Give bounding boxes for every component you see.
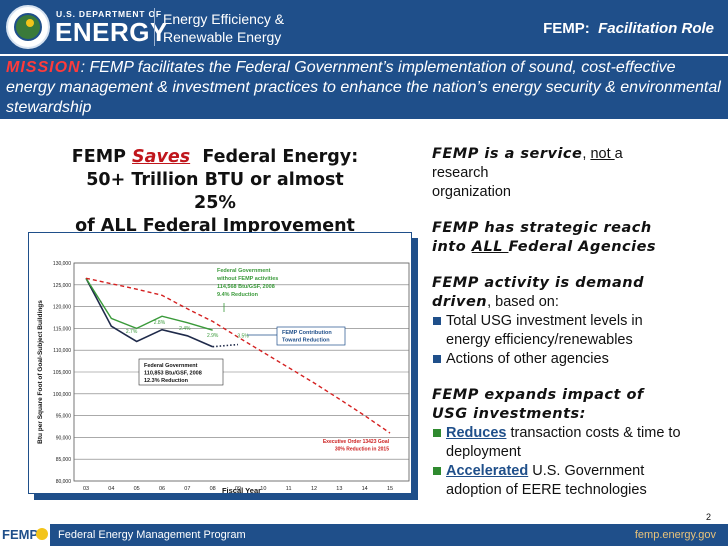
mission-text: : FEMP facilitates the Federal Governmen… xyxy=(6,59,721,116)
bullet-square-icon xyxy=(433,355,441,363)
annotation-without-femp: 9.4% Reduction xyxy=(217,292,259,298)
annotation-with-femp: 110,853 Btu/GSF, 2008 xyxy=(144,371,202,377)
y-tick-label: 125,000 xyxy=(53,283,71,289)
x-tick-label: 03 xyxy=(83,486,89,492)
energy-chart: 80,000 85,000 90,000 95,000 100,000 105,000 11… xyxy=(28,232,412,495)
y-axis-label: Btu per Square Foot of Goal-Subject Buil… xyxy=(37,300,44,444)
annotation-box-with-femp xyxy=(138,358,224,386)
series-line-0 xyxy=(85,277,213,348)
energy-chart-svg: 80,000 85,000 90,000 95,000 100,000 105,000 11… xyxy=(37,261,410,495)
x-tick-label: 11 xyxy=(286,486,292,492)
femp-logo-icon: FEMP xyxy=(0,524,50,546)
annotation-without-femp: Federal Government xyxy=(217,268,271,274)
dept-label: U.S. DEPARTMENT OF xyxy=(56,9,162,19)
annotation-contribution: Toward Reduction xyxy=(282,338,330,344)
key-points: FEMP is a service, not a research organi… xyxy=(432,145,724,500)
y-tick-label: 105,000 xyxy=(53,370,71,376)
mission-label: MISSION xyxy=(6,59,81,76)
reach-point: FEMP has strategic reach into ALL Federa… xyxy=(432,220,657,255)
slide-header: U.S. DEPARTMENT OF ENERGY Energy Efficie… xyxy=(0,0,728,54)
expands-point: FEMP expands impact of USG investments: … xyxy=(432,386,724,500)
y-tick-label: 130,000 xyxy=(53,261,71,267)
footer-url[interactable]: femp.energy.gov xyxy=(634,529,716,541)
y-tick-label: 115,000 xyxy=(53,326,71,332)
x-tick-label: 09 xyxy=(235,486,241,492)
annotation-box-contribution xyxy=(276,326,346,346)
x-tick-label: 04 xyxy=(108,486,114,492)
y-tick-label: 120,000 xyxy=(53,305,71,311)
slide-footer: FEMP Federal Energy Management Program f… xyxy=(0,524,728,546)
bullet-square-icon xyxy=(433,429,441,437)
service-point: FEMP is a service, not a research organi… xyxy=(432,146,623,200)
x-tick-label: 15 xyxy=(387,486,393,492)
series-line-3 xyxy=(212,343,239,348)
y-tick-label: 85,000 xyxy=(56,457,72,463)
annotation-with-femp: Federal Government xyxy=(144,363,198,369)
pct-label: 3.5% xyxy=(237,334,249,340)
annotation-with-femp: 12.3% Reduction xyxy=(144,378,189,384)
savings-headline: FEMP Saves Federal Energy: 50+ Trillion … xyxy=(71,147,359,236)
doe-seal-icon xyxy=(6,5,50,49)
series-line-2 xyxy=(85,277,391,434)
x-tick-label: 14 xyxy=(362,486,368,492)
slide-title: FEMP: Facilitation Role xyxy=(543,20,714,37)
demand-point: FEMP activity is demand driven, based on… xyxy=(432,274,724,369)
x-tick-label: 05 xyxy=(134,486,140,492)
pct-label: 2.7% xyxy=(126,329,138,335)
y-tick-label: 80,000 xyxy=(56,479,72,485)
y-tick-label: 95,000 xyxy=(56,414,72,420)
x-tick-label: 07 xyxy=(184,486,190,492)
x-axis-label: Fiscal Year xyxy=(222,486,261,495)
x-tick-label: 08 xyxy=(210,486,216,492)
pct-label: 2.9% xyxy=(207,333,219,339)
x-tick-label: 13 xyxy=(336,486,342,492)
pct-label: 2.4% xyxy=(179,326,191,332)
saves-word: Saves xyxy=(132,147,191,167)
annotation-goal: Executive Order 13423 Goal xyxy=(323,439,390,445)
x-tick-label: 06 xyxy=(159,486,165,492)
bullet-reduces: Reduces transaction costs & time to xyxy=(432,424,724,443)
y-tick-label: 100,000 xyxy=(53,392,71,398)
bullet-other-agencies: Actions of other agencies xyxy=(432,350,724,369)
eere-line-2: Renewable Energy xyxy=(163,29,282,45)
annotation-contribution: FEMP Contribution xyxy=(282,330,332,336)
annotation-without-femp: 114,568 Btu/GSF, 2008 xyxy=(217,284,275,290)
series-line-1 xyxy=(85,277,213,331)
annotation-goal: 30% Reduction in 2015 xyxy=(335,447,389,453)
eere-line-1: Energy Efficiency & xyxy=(163,11,285,27)
bullet-square-icon xyxy=(433,317,441,325)
bullet-accelerated: Accelerated U.S. Government xyxy=(432,462,724,481)
pct-label: 2.8% xyxy=(154,320,166,326)
mission-banner: MISSION: FEMP facilitates the Federal Go… xyxy=(0,56,728,119)
x-tick-label: 10 xyxy=(260,486,266,492)
y-tick-label: 110,000 xyxy=(53,348,71,354)
bullet-investment: Total USG investment levels in xyxy=(432,312,724,331)
bullet-square-icon xyxy=(433,467,441,475)
header-divider xyxy=(154,8,155,46)
x-tick-label: 12 xyxy=(311,486,317,492)
dept-wordmark: ENERGY xyxy=(55,17,168,47)
footer-program: Federal Energy Management Program xyxy=(58,529,246,541)
page-number: 2 xyxy=(705,512,711,522)
y-tick-label: 90,000 xyxy=(56,435,72,441)
annotation-without-femp: without FEMP activities xyxy=(216,276,278,282)
